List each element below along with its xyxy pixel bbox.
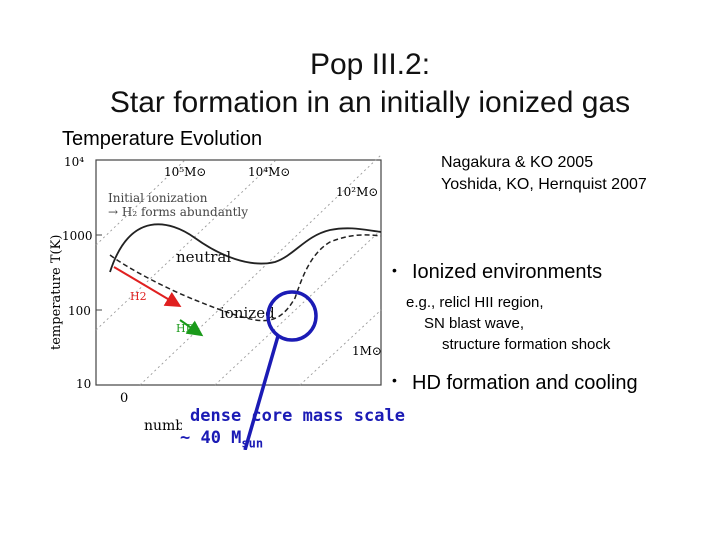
section-subtitle: Temperature Evolution [62, 128, 263, 150]
h2-arrow [113, 266, 182, 308]
initial-ionization-note: Initial ionization [108, 191, 208, 205]
hd-arrow [179, 319, 204, 337]
ionized-label: ionized [220, 304, 275, 322]
y-axis-label: temperature T(K) [49, 235, 64, 350]
core-mass-scale-label: dense core mass scale [190, 406, 405, 426]
example-line: SN blast wave, [424, 315, 525, 332]
h2-forms-note: → H₂ forms abundantly [108, 205, 248, 219]
example-line: e.g., relicl HII region, [406, 294, 544, 311]
bullet-marker: • [392, 262, 397, 278]
slide-title-line2: Star formation in an initially ionized g… [109, 86, 631, 119]
hd-label: HD [176, 322, 195, 335]
y-tick-label: 100 [68, 304, 91, 318]
reference-2: Yoshida, KO, Hernquist 2007 [441, 176, 647, 193]
core-highlight-arrow [243, 335, 280, 450]
y-tick-label: 10 [76, 377, 91, 391]
mass-contour-lines [95, 154, 382, 386]
slide-title-line1: Pop III.2: [309, 48, 431, 81]
y-tick-label: 1000 [62, 229, 93, 243]
core-highlight-circle [266, 290, 318, 342]
core-mass-value: ~ 40 Msun [180, 428, 263, 450]
example-line: structure formation shock [442, 336, 611, 353]
mass-label: 1M⊙ [352, 344, 382, 358]
reference-1: Nagakura & KO 2005 [441, 154, 594, 171]
ionized-examples: e.g., relicl HII region, SN blast wave, … [406, 292, 610, 355]
mass-label: 10⁵M⊙ [164, 165, 206, 179]
text-backdrop [182, 398, 390, 450]
bullet-ionized-environments: Ionized environments [412, 261, 603, 283]
core-mass-subscript: sun [241, 436, 264, 451]
temperature-evolution-plot: 10⁴ 1000 100 10 0 temperature T(K) numb … [49, 154, 390, 450]
h2-label: H2 [130, 290, 147, 303]
neutral-label: neutral [176, 248, 231, 266]
mass-label: 10²M⊙ [336, 185, 378, 199]
neutral-curve [109, 223, 382, 273]
plot-frame [95, 159, 382, 386]
x-axis-label: numb [144, 418, 184, 434]
x-tick-label: 0 [120, 391, 128, 406]
bullet-marker: • [392, 372, 397, 388]
y-tick-label: 10⁴ [64, 155, 84, 169]
core-mass-prefix: ~ 40 M [180, 428, 242, 448]
bullet-hd-formation: HD formation and cooling [412, 372, 638, 394]
mass-label: 10⁴M⊙ [248, 165, 290, 179]
references: Nagakura & KO 2005 Yoshida, KO, Hernquis… [441, 152, 647, 196]
